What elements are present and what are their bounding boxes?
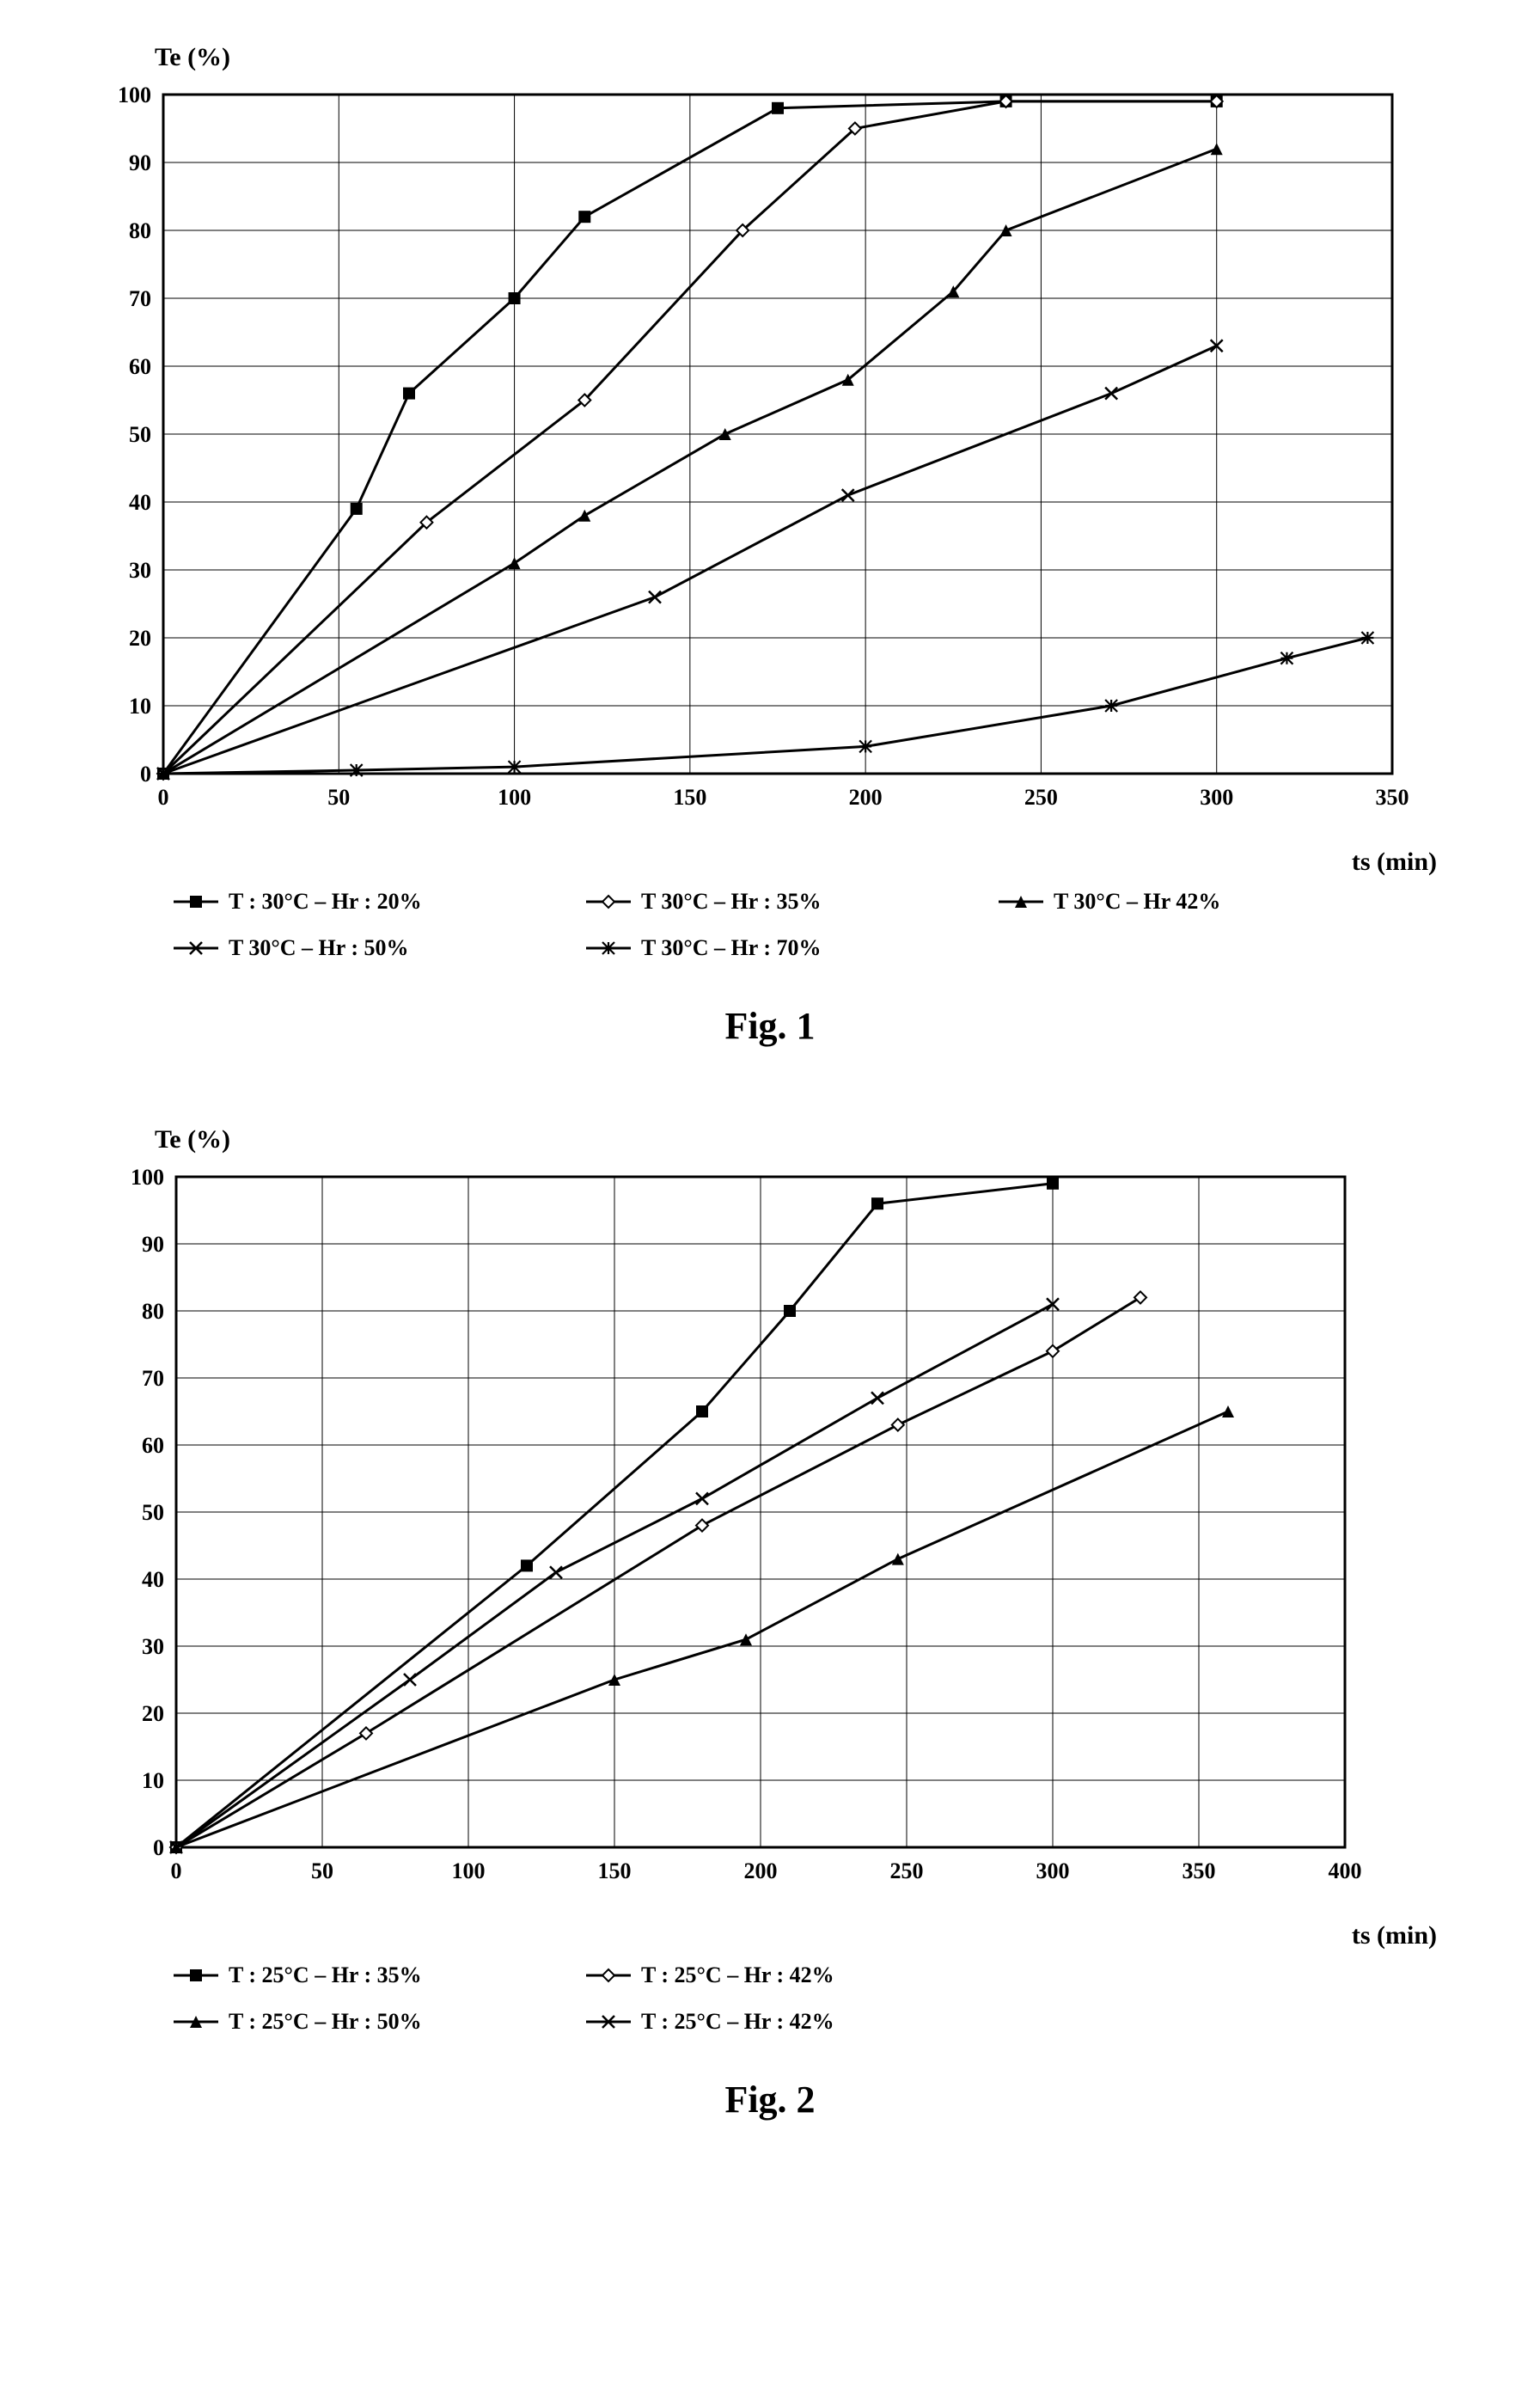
fig1-legend: T : 30°C – Hr : 20% T 30°C – Hr : 35% T 30… xyxy=(77,889,1463,970)
legend-item: T 30°C – Hr : 50% xyxy=(172,935,533,961)
svg-text:50: 50 xyxy=(311,1858,333,1883)
svg-text:10: 10 xyxy=(129,694,151,719)
svg-text:10: 10 xyxy=(142,1768,164,1793)
svg-text:50: 50 xyxy=(142,1500,164,1525)
svg-text:30: 30 xyxy=(142,1634,164,1659)
svg-text:30: 30 xyxy=(129,558,151,583)
figure-1: Te (%) 0 10 20 30 40 50 60 70 80 90 100 0 50 100 150 20… xyxy=(77,43,1463,1048)
svg-text:250: 250 xyxy=(890,1858,924,1883)
svg-text:200: 200 xyxy=(849,785,883,810)
svg-text:80: 80 xyxy=(142,1299,164,1324)
legend-label: T : 30°C – Hr : 20% xyxy=(229,889,422,915)
legend-item: T : 25°C – Hr : 42% xyxy=(584,1962,945,1988)
svg-text:70: 70 xyxy=(142,1366,164,1391)
svg-text:100: 100 xyxy=(452,1858,486,1883)
fig1-y-label: Te (%) xyxy=(155,43,1463,72)
fig2-x-label: ts (min) xyxy=(77,1921,1437,1950)
fig2-chart: 0 10 20 30 40 50 60 70 80 90 100 0 50 100 150 200 250 300… xyxy=(77,1160,1375,1916)
svg-text:150: 150 xyxy=(598,1858,632,1883)
svg-text:70: 70 xyxy=(129,286,151,311)
legend-item: T : 30°C – Hr : 20% xyxy=(172,889,533,915)
svg-text:50: 50 xyxy=(129,422,151,447)
svg-text:0: 0 xyxy=(171,1858,182,1883)
svg-text:20: 20 xyxy=(129,626,151,651)
svg-text:100: 100 xyxy=(498,785,531,810)
svg-text:60: 60 xyxy=(142,1433,164,1458)
legend-label: T 30°C – Hr 42% xyxy=(1054,889,1220,915)
legend-label: T : 25°C – Hr : 35% xyxy=(229,1962,422,1988)
fig1-x-label: ts (min) xyxy=(77,848,1437,877)
svg-text:350: 350 xyxy=(1376,785,1409,810)
svg-text:20: 20 xyxy=(142,1701,164,1726)
legend-item: T : 25°C – Hr : 42% xyxy=(584,2009,945,2035)
fig1-chart: 0 10 20 30 40 50 60 70 80 90 100 0 50 100 150 200 250 300… xyxy=(77,77,1418,842)
svg-text:150: 150 xyxy=(673,785,706,810)
svg-text:0: 0 xyxy=(153,1835,164,1860)
svg-text:300: 300 xyxy=(1036,1858,1070,1883)
legend-label: T : 25°C – Hr : 42% xyxy=(641,2009,834,2035)
fig2-y-label: Te (%) xyxy=(155,1125,1463,1154)
legend-label: T : 25°C – Hr : 50% xyxy=(229,2009,422,2035)
svg-text:0: 0 xyxy=(140,762,151,787)
svg-text:200: 200 xyxy=(744,1858,778,1883)
legend-item: T : 25°C – Hr : 35% xyxy=(172,1962,533,1988)
svg-text:50: 50 xyxy=(327,785,350,810)
fig2-caption: Fig. 2 xyxy=(77,2078,1463,2122)
legend-label: T 30°C – Hr : 50% xyxy=(229,935,409,961)
svg-text:300: 300 xyxy=(1200,785,1233,810)
svg-text:350: 350 xyxy=(1182,1858,1216,1883)
svg-text:90: 90 xyxy=(129,150,151,175)
figure-2: Te (%) 0 10 20 30 40 50 60 70 80 90 100 0 50 100 150 20… xyxy=(77,1125,1463,2122)
fig2-legend: T : 25°C – Hr : 35% T : 25°C – Hr : 42% T … xyxy=(77,1962,1463,2043)
fig1-caption: Fig. 1 xyxy=(77,1004,1463,1048)
legend-item: T 30°C – Hr 42% xyxy=(997,889,1358,915)
svg-text:0: 0 xyxy=(158,785,169,810)
svg-text:40: 40 xyxy=(129,490,151,515)
svg-text:250: 250 xyxy=(1024,785,1058,810)
legend-item: T : 25°C – Hr : 50% xyxy=(172,2009,533,2035)
svg-text:90: 90 xyxy=(142,1232,164,1257)
svg-text:100: 100 xyxy=(131,1165,164,1190)
svg-text:400: 400 xyxy=(1329,1858,1362,1883)
svg-text:40: 40 xyxy=(142,1567,164,1592)
legend-label: T 30°C – Hr : 35% xyxy=(641,889,822,915)
legend-item: T 30°C – Hr : 35% xyxy=(584,889,945,915)
svg-text:100: 100 xyxy=(118,83,151,107)
svg-text:80: 80 xyxy=(129,218,151,243)
legend-label: T : 25°C – Hr : 42% xyxy=(641,1962,834,1988)
svg-text:60: 60 xyxy=(129,354,151,379)
legend-item: T 30°C – Hr : 70% xyxy=(584,935,945,961)
legend-label: T 30°C – Hr : 70% xyxy=(641,935,822,961)
